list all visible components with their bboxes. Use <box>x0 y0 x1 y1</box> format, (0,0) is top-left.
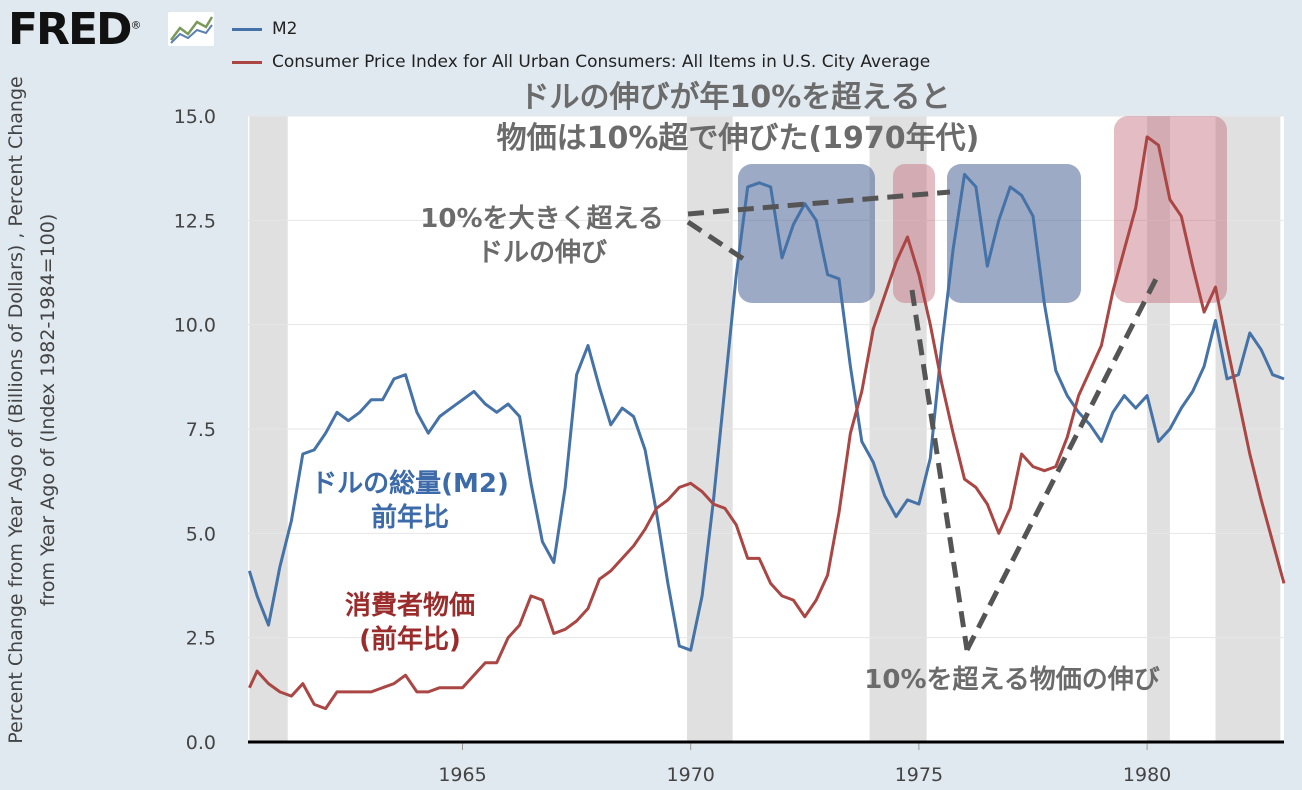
dollar-growth-label-1: 10%を大きく超える <box>420 204 663 234</box>
y-tick-label: 10.0 <box>174 315 216 337</box>
series-lines <box>247 135 1286 711</box>
legend-item-m2[interactable]: M2 <box>232 19 297 39</box>
y-tick-label: 12.5 <box>174 210 216 232</box>
m2-highlight-box-2 <box>947 164 1081 303</box>
y-tick-label: 5.0 <box>186 523 216 545</box>
x-tick-label: 1980 <box>1123 764 1171 786</box>
registered-mark: ® <box>130 18 142 32</box>
legend-item-cpi[interactable]: Consumer Price Index for All Urban Consu… <box>232 52 930 72</box>
dash-to-m2-box <box>686 219 750 265</box>
title-line-1: ドルの伸びが年10%を超えると <box>520 80 951 115</box>
m2-highlight-box-1 <box>738 164 875 303</box>
m2-swatch <box>232 27 262 31</box>
x-tick-labels: 1965 1970 1975 1980 <box>438 742 1171 786</box>
y-tick-label: 2.5 <box>186 628 216 650</box>
title-line-2: 物価は10%超で伸びた(1970年代) <box>497 121 980 156</box>
series-line-cpi <box>248 135 1286 711</box>
cpi-annotation-2: (前年比) <box>359 624 461 655</box>
dash-to-cpi-peak-1 <box>909 289 970 651</box>
m2-annotation-2: 前年比 <box>371 502 449 533</box>
m2-annotation-1: ドルの総量(M2) <box>311 468 509 499</box>
fred-logo[interactable]: FRED® <box>8 4 142 55</box>
x-tick-label: 1975 <box>895 764 943 786</box>
dollar-growth-label-2: ドルの伸び <box>477 238 607 268</box>
legend-label-cpi: Consumer Price Index for All Urban Consu… <box>272 52 931 72</box>
legend-label-m2: M2 <box>272 19 298 39</box>
price-growth-label: 10%を超える物価の伸び <box>864 665 1159 695</box>
y-tick-labels: 0.0 2.5 5.0 7.5 10.0 12.5 15.0 <box>174 106 216 754</box>
cpi-swatch <box>232 60 262 64</box>
cpi-annotation-1: 消費者物価 <box>345 591 475 621</box>
fred-graph-icon <box>168 12 214 46</box>
cpi-highlight-box-2 <box>1114 116 1227 303</box>
cpi-highlight-box-1 <box>893 164 935 303</box>
dash-to-m2-peak <box>687 189 951 217</box>
y-tick-label: 7.5 <box>186 419 216 441</box>
series-line-m2 <box>247 172 1285 652</box>
annotation-dashes <box>686 189 1161 652</box>
dash-to-cpi-peak-2 <box>964 273 1161 652</box>
x-tick-label: 1965 <box>438 764 486 786</box>
y-tick-label: 15.0 <box>174 106 216 128</box>
x-tick-label: 1970 <box>667 764 715 786</box>
y-tick-label: 0.0 <box>186 732 216 754</box>
